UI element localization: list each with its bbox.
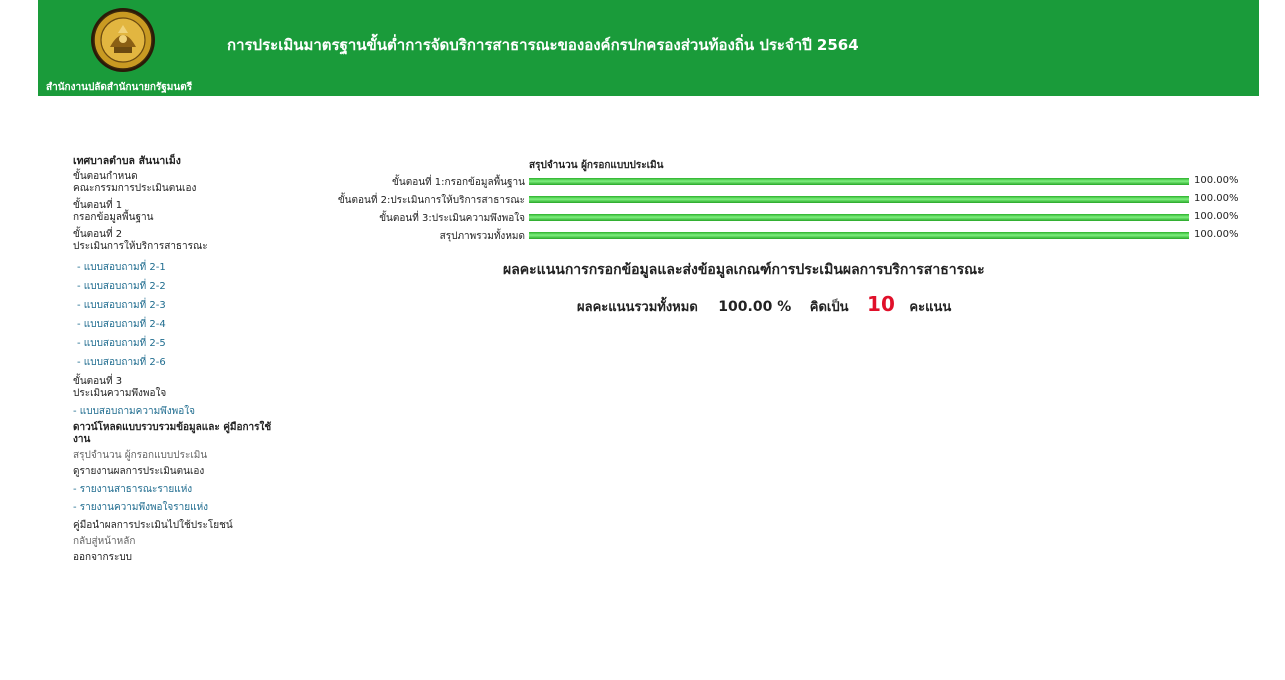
progress-track	[529, 196, 1189, 203]
sidebar-form-2-3[interactable]: - แบบสอบถามที่ 2-3	[77, 300, 166, 311]
progress-value: 100.00%	[1194, 175, 1239, 186]
sidebar-logout-link[interactable]: ออกจากระบบ	[73, 552, 133, 563]
sidebar: เทศบาลตำบล สันนาเม็ง ขั้นตอนกำหนด คณะกรร…	[73, 155, 283, 568]
sidebar-report-satisfaction[interactable]: - รายงานความพึงพอใจรายแห่ง	[73, 502, 209, 513]
sidebar-summary-link[interactable]: สรุปจำนวน ผู้กรอกแบบประเมิน	[73, 450, 208, 461]
sidebar-item-step1[interactable]: ขั้นตอนที่ 1 กรอกข้อมูลพื้นฐาน	[73, 200, 283, 224]
sidebar-item-step2-line2: ประเมินการให้บริการสาธารณะ	[73, 241, 208, 252]
score-unit: คะแนน	[909, 300, 952, 315]
sidebar-report-heading: ดูรายงานผลการประเมินตนเอง	[73, 466, 205, 477]
sidebar-form-2-6[interactable]: - แบบสอบถามที่ 2-6	[77, 357, 166, 368]
progress-track	[529, 214, 1189, 221]
score-value: 10	[867, 292, 895, 316]
score-line: ผลคะแนนรวมทั้งหมด 100.00 % คิดเป็น 10 คะ…	[577, 292, 951, 317]
municipality-name: เทศบาลตำบล สันนาเม็ง	[73, 155, 181, 167]
sidebar-form-2-4[interactable]: - แบบสอบถามที่ 2-4	[77, 319, 166, 330]
sidebar-download-line1: ดาวน์โหลดแบบรวบรวมข้อมูลและ	[73, 422, 220, 433]
progress-track	[529, 232, 1189, 239]
sidebar-item-step3-line1: ขั้นตอนที่ 3	[73, 376, 123, 387]
progress-row: ขั้นตอนที่ 3:ประเมินความพึงพอใจ 100.00%	[300, 211, 1240, 225]
progress-fill	[529, 214, 1189, 221]
progress-track	[529, 178, 1189, 185]
progress-label: ขั้นตอนที่ 1:กรอกข้อมูลพื้นฐาน	[392, 177, 525, 188]
sidebar-form-2-2[interactable]: - แบบสอบถามที่ 2-2	[77, 281, 166, 292]
progress-row: ขั้นตอนที่ 1:กรอกข้อมูลพื้นฐาน 100.00%	[300, 175, 1240, 189]
progress-label: ขั้นตอนที่ 2:ประเมินการให้บริการสาธารณะ	[337, 195, 525, 206]
sidebar-form-2-5[interactable]: - แบบสอบถามที่ 2-5	[77, 338, 166, 349]
score-percent: 100.00 %	[718, 299, 792, 315]
summary-title: สรุปจำนวน ผู้กรอกแบบประเมิน	[529, 160, 664, 171]
progress-value: 100.00%	[1194, 211, 1239, 222]
page-title: การประเมินมาตรฐานขั้นต่ำการจัดบริการสาธา…	[227, 36, 859, 54]
progress-value: 100.00%	[1194, 229, 1239, 240]
sidebar-download[interactable]: ดาวน์โหลดแบบรวบรวมข้อมูลและ คู่มือการใช้…	[73, 422, 283, 446]
progress-fill	[529, 232, 1189, 239]
sidebar-report-public[interactable]: - รายงานสาธารณะรายแห่ง	[73, 484, 193, 495]
sidebar-satisfaction-form[interactable]: - แบบสอบถามความพึงพอใจ	[73, 406, 195, 417]
sidebar-item-step1-line2: กรอกข้อมูลพื้นฐาน	[73, 212, 154, 223]
progress-fill	[529, 178, 1189, 185]
sidebar-manual-link[interactable]: คู่มือนำผลการประเมินไปใช้ประโยชน์	[73, 520, 233, 531]
progress-row: ขั้นตอนที่ 2:ประเมินการให้บริการสาธารณะ 1…	[300, 193, 1240, 207]
sidebar-item-step3[interactable]: ขั้นตอนที่ 3 ประเมินความพึงพอใจ	[73, 376, 283, 400]
sidebar-item-step2-line1: ขั้นตอนที่ 2	[73, 229, 123, 240]
sidebar-item-step2[interactable]: ขั้นตอนที่ 2 ประเมินการให้บริการสาธารณะ	[73, 229, 283, 253]
sidebar-item-committee-line1: ขั้นตอนกำหนด	[73, 171, 138, 182]
sidebar-item-committee-line2: คณะกรรมการประเมินตนเอง	[73, 183, 197, 194]
progress-label: ขั้นตอนที่ 3:ประเมินความพึงพอใจ	[379, 213, 525, 224]
score-total-label: ผลคะแนนรวมทั้งหมด	[577, 300, 698, 315]
progress-value: 100.00%	[1194, 193, 1239, 204]
result-heading: ผลคะแนนการกรอกข้อมูลและส่งข้อมูลเกณฑ์การ…	[503, 262, 985, 278]
sidebar-item-committee[interactable]: ขั้นตอนกำหนด คณะกรรมการประเมินตนเอง	[73, 171, 283, 195]
government-seal-icon	[91, 8, 155, 72]
sidebar-home-link[interactable]: กลับสู่หน้าหลัก	[73, 536, 136, 547]
score-equals-label: คิดเป็น	[809, 300, 849, 315]
progress-row: สรุปภาพรวมทั้งหมด 100.00%	[300, 229, 1240, 243]
sidebar-item-step1-line1: ขั้นตอนที่ 1	[73, 200, 123, 211]
progress-label: สรุปภาพรวมทั้งหมด	[439, 231, 525, 242]
sidebar-form-2-1[interactable]: - แบบสอบถามที่ 2-1	[77, 262, 166, 273]
header-banner: สำนักงานปลัดสำนักนายกรัฐมนตรี การประเมิน…	[38, 0, 1259, 96]
sidebar-item-step3-line2: ประเมินความพึงพอใจ	[73, 388, 167, 399]
sidebar-download-line2: คู่มือการใช้งาน	[73, 422, 272, 445]
org-name: สำนักงานปลัดสำนักนายกรัฐมนตรี	[46, 82, 193, 93]
progress-fill	[529, 196, 1189, 203]
